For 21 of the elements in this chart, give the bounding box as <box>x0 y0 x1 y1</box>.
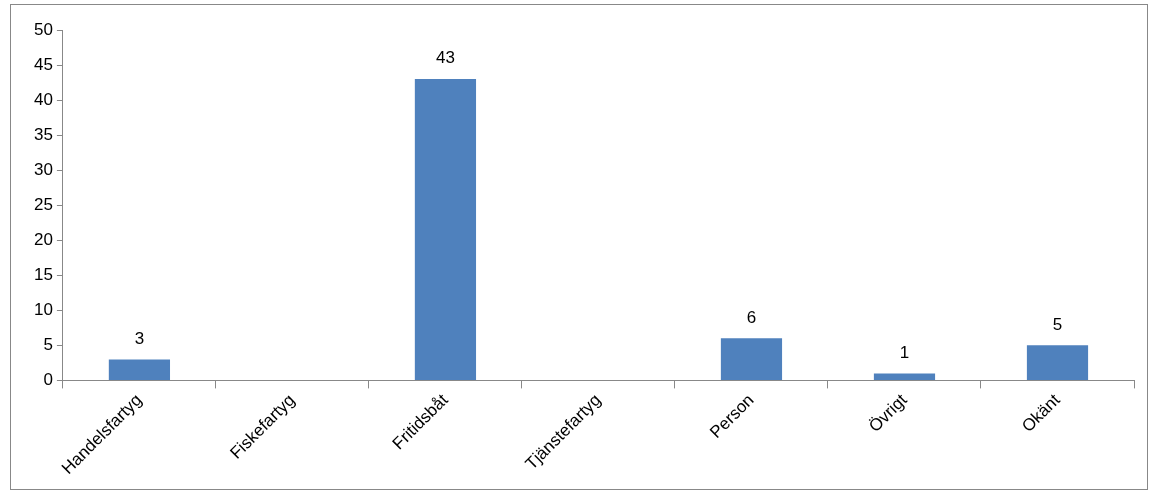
bar <box>873 373 936 380</box>
data-label: 43 <box>435 48 455 68</box>
y-tick-label: 25 <box>33 194 53 214</box>
y-tick-label: 35 <box>33 124 53 144</box>
y-tick-label: 0 <box>43 370 53 390</box>
data-label: 3 <box>134 328 145 348</box>
y-tick-label: 20 <box>33 229 53 249</box>
data-label: 1 <box>899 342 910 362</box>
y-tick-label: 45 <box>33 54 53 74</box>
y-tick-label: 10 <box>33 300 53 320</box>
bar <box>414 79 477 380</box>
data-label: 5 <box>1052 314 1063 334</box>
data-label: 6 <box>746 307 757 327</box>
bar <box>720 338 783 380</box>
y-tick-label: 40 <box>33 89 53 109</box>
bar <box>1026 345 1089 380</box>
y-tick-label: 15 <box>33 264 53 284</box>
y-tick-label: 50 <box>33 19 53 39</box>
bar <box>108 359 171 380</box>
y-tick-label: 5 <box>43 335 53 355</box>
y-tick-label: 30 <box>33 159 53 179</box>
